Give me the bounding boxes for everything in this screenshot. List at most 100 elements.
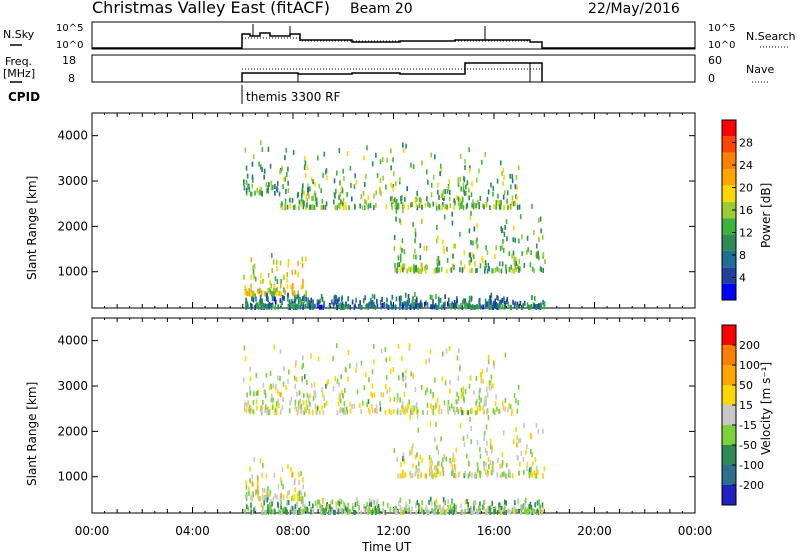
echo-cell xyxy=(538,503,541,509)
echo-cell xyxy=(424,202,427,208)
echo-cell xyxy=(426,169,428,175)
echo-cell xyxy=(444,204,446,210)
echo-cell xyxy=(528,503,531,509)
echo-cell xyxy=(393,234,396,240)
echo-cell xyxy=(531,203,533,209)
echo-cell xyxy=(529,262,532,268)
echo-cell xyxy=(515,261,518,267)
echo-cell xyxy=(283,287,285,293)
echo-cell xyxy=(245,408,248,414)
echo-cell xyxy=(346,409,348,415)
echo-cell xyxy=(449,458,451,464)
echo-cell xyxy=(426,196,428,202)
echo-cell xyxy=(437,189,439,195)
echo-cell xyxy=(454,466,457,472)
echo-cell xyxy=(509,184,512,190)
echo-cell xyxy=(489,460,492,466)
echo-cell xyxy=(290,284,292,290)
echo-cell xyxy=(283,274,285,280)
echo-cell xyxy=(299,398,301,404)
echo-cell xyxy=(375,190,378,196)
echo-cell xyxy=(454,472,456,478)
echo-cell xyxy=(263,500,265,506)
echo-cell xyxy=(502,181,504,187)
echo-cell xyxy=(521,251,524,257)
echo-cell xyxy=(339,180,341,186)
echo-cell xyxy=(400,265,403,271)
echo-cell xyxy=(426,302,429,308)
echo-cell xyxy=(485,424,488,430)
echo-cell xyxy=(314,403,317,409)
echo-cell xyxy=(483,402,486,408)
echo-cell xyxy=(340,499,343,505)
echo-cell xyxy=(455,399,458,405)
echo-cell xyxy=(249,366,252,372)
echo-cell xyxy=(311,204,314,210)
echo-cell xyxy=(493,363,495,369)
echo-cell xyxy=(443,303,446,309)
echo-cell xyxy=(353,509,355,515)
echo-cell xyxy=(492,304,495,310)
echo-cell xyxy=(487,189,490,195)
echo-cell xyxy=(485,461,487,467)
echo-cell xyxy=(446,246,448,252)
echo-cell xyxy=(338,194,340,200)
echo-cell xyxy=(249,386,251,392)
echo-cell xyxy=(468,295,471,301)
echo-cell xyxy=(520,234,523,240)
colorbar-frame xyxy=(721,324,737,506)
echo-cell xyxy=(288,408,291,414)
echo-cell xyxy=(519,214,522,220)
echo-cell xyxy=(250,274,252,280)
echo-cell xyxy=(489,444,492,450)
echo-cell xyxy=(464,470,466,476)
echo-cell xyxy=(279,291,282,297)
echo-cell xyxy=(521,304,523,310)
echo-cell xyxy=(293,204,296,210)
echo-cell xyxy=(434,503,436,509)
echo-cell xyxy=(297,304,299,310)
echo-cell xyxy=(399,473,402,479)
echo-cell xyxy=(488,299,491,305)
echo-cell xyxy=(429,388,432,394)
echo-cell xyxy=(367,399,370,405)
echo-cell xyxy=(270,499,272,505)
echo-cell xyxy=(267,504,269,510)
echo-cell xyxy=(503,190,506,196)
echo-cell xyxy=(300,197,303,203)
echo-cell xyxy=(496,303,498,309)
echo-cell xyxy=(476,243,478,249)
cpid-label: CPID xyxy=(8,90,40,104)
echo-cell xyxy=(469,268,471,274)
echo-cell xyxy=(420,385,423,391)
echo-cell xyxy=(298,496,301,502)
echo-cell xyxy=(395,208,398,214)
echo-cell xyxy=(409,267,412,273)
echo-cell xyxy=(371,161,374,167)
echo-cell xyxy=(507,205,509,211)
echo-cell xyxy=(498,507,500,513)
echo-cell xyxy=(516,263,519,269)
echo-cell xyxy=(271,185,274,191)
echo-cell xyxy=(450,304,452,310)
echo-cell xyxy=(338,148,341,154)
freq-label: Freq. xyxy=(5,55,32,68)
echo-cell xyxy=(495,199,498,205)
echo-cell xyxy=(307,297,309,303)
echo-cell xyxy=(388,408,391,414)
echo-cell xyxy=(393,197,396,203)
echo-cell xyxy=(507,301,509,307)
echo-cell xyxy=(251,408,254,414)
echo-cell xyxy=(290,467,292,473)
echo-cell xyxy=(484,303,487,309)
echo-cell xyxy=(438,260,441,266)
echo-cell xyxy=(502,405,505,411)
echo-cell xyxy=(376,507,379,513)
echo-cell xyxy=(421,500,423,506)
echo-cell xyxy=(520,450,523,456)
colorbar-swatch xyxy=(722,425,736,445)
echo-cell xyxy=(441,376,444,382)
colorbar-swatch xyxy=(722,218,736,235)
echo-cell xyxy=(454,243,456,249)
echo-cell xyxy=(340,374,343,380)
